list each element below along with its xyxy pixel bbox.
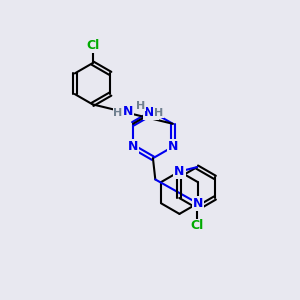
Text: H: H <box>136 100 145 110</box>
Text: N: N <box>123 105 134 118</box>
Text: Cl: Cl <box>86 39 99 52</box>
Text: N: N <box>168 140 178 153</box>
Text: H: H <box>154 108 163 118</box>
Text: N: N <box>193 197 203 210</box>
Text: N: N <box>144 106 155 119</box>
Text: N: N <box>148 106 158 119</box>
Text: N: N <box>174 165 184 178</box>
Text: Cl: Cl <box>190 220 204 232</box>
Text: H: H <box>113 108 123 118</box>
Text: N: N <box>128 140 138 153</box>
